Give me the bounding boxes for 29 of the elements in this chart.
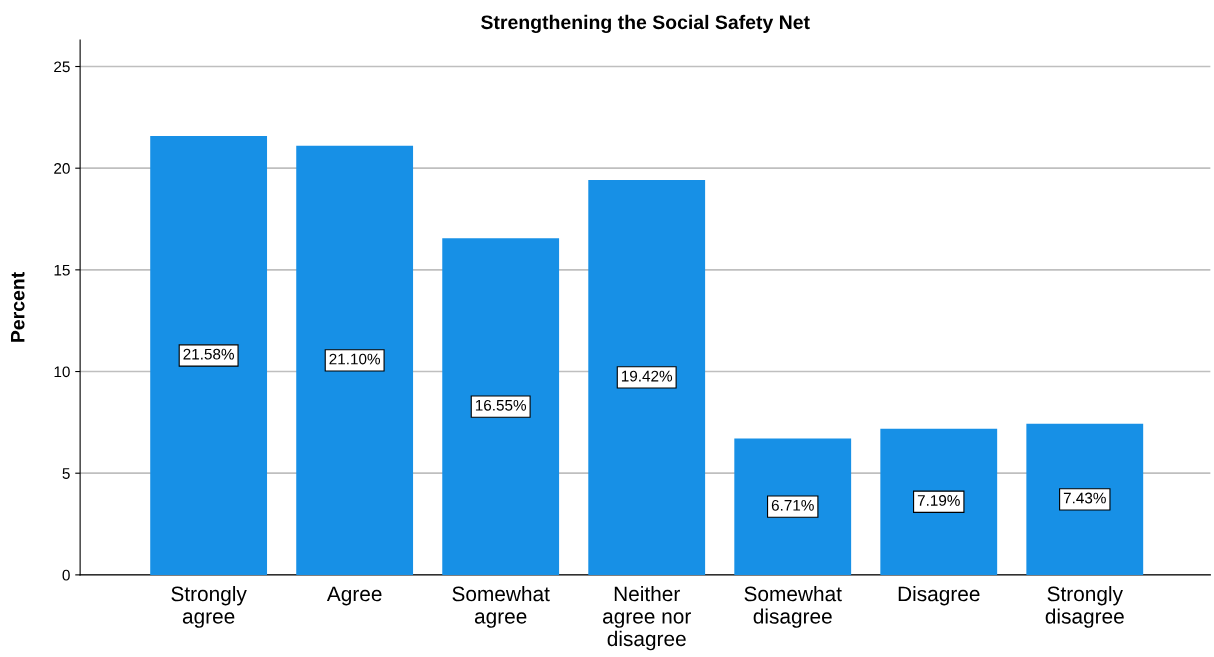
data-label: 21.58% bbox=[183, 348, 234, 360]
data-label: 7.19% bbox=[917, 495, 960, 506]
x-tick-label: Strongly disagree bbox=[1045, 585, 1124, 628]
y-tick-label: 15 bbox=[54, 264, 70, 276]
x-tick-label: Somewhat disagree bbox=[744, 585, 842, 628]
y-tick-label: 10 bbox=[54, 366, 70, 378]
data-label: 21.10% bbox=[329, 353, 381, 365]
bar bbox=[296, 145, 414, 575]
bar bbox=[588, 179, 706, 575]
y-tick-label: 25 bbox=[54, 61, 70, 73]
y-axis-title: Percent bbox=[11, 272, 25, 342]
x-tick-label: Neither agree nor disagree bbox=[603, 585, 691, 651]
data-label: 6.71% bbox=[771, 499, 814, 511]
y-tick-label: 20 bbox=[54, 163, 70, 174]
bar bbox=[880, 428, 998, 575]
data-label: 19.42% bbox=[621, 370, 673, 382]
x-tick-label: Agree bbox=[326, 586, 382, 606]
bar bbox=[1026, 423, 1144, 575]
bar bbox=[150, 136, 268, 575]
x-tick-label: Strongly agree bbox=[171, 585, 247, 628]
bar bbox=[442, 238, 560, 575]
x-tick-label: Disagree bbox=[898, 585, 980, 606]
x-tick-label: Somewhat agree bbox=[452, 585, 550, 628]
data-label: 16.55% bbox=[475, 399, 527, 411]
data-label: 7.43% bbox=[1063, 492, 1106, 504]
chart-title: Strengthening the Social Safety Net bbox=[481, 14, 810, 34]
y-tick-label: 5 bbox=[62, 468, 70, 479]
y-tick-label: 0 bbox=[62, 569, 70, 581]
bar bbox=[734, 438, 852, 575]
